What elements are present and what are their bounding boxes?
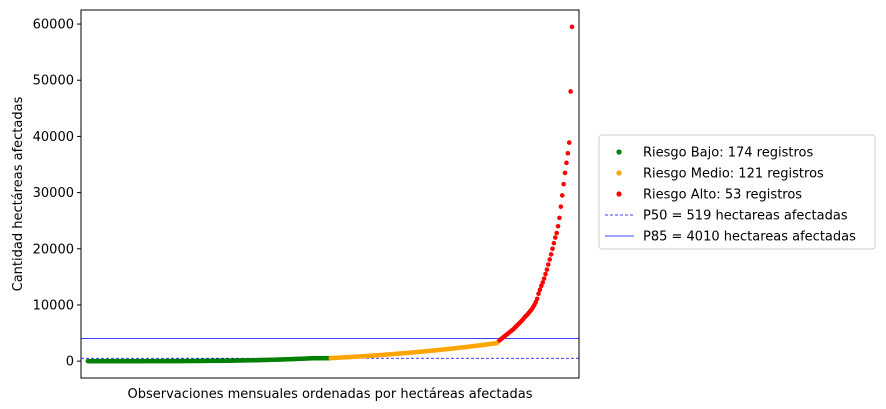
data-point bbox=[568, 89, 573, 94]
legend-label: Riesgo Bajo: 174 registros bbox=[643, 146, 813, 161]
plot-frame bbox=[80, 9, 580, 379]
y-axis-label: Cantidad hectáreas afectadas bbox=[11, 96, 26, 291]
legend-label: P85 = 4010 hectareas afectadas bbox=[643, 230, 856, 245]
y-tick-label: 10000 bbox=[33, 298, 74, 313]
data-point bbox=[551, 240, 557, 246]
legend-label: Riesgo Medio: 121 registros bbox=[643, 167, 824, 182]
y-tick-label: 30000 bbox=[33, 186, 74, 201]
data-point bbox=[569, 24, 575, 30]
data-points bbox=[85, 24, 575, 364]
data-point bbox=[552, 235, 558, 240]
data-point bbox=[546, 262, 551, 267]
legend: Riesgo Bajo: 174 registros Riesgo Medio: … bbox=[598, 134, 876, 250]
legend-label: P50 = 519 hectareas afectadas bbox=[643, 209, 848, 224]
data-point bbox=[548, 252, 554, 257]
legend-marker bbox=[616, 170, 622, 176]
y-tick-label: 20000 bbox=[33, 242, 74, 257]
data-point bbox=[565, 150, 571, 156]
data-point bbox=[544, 267, 550, 272]
data-point bbox=[564, 160, 569, 166]
y-tick-label: 0 bbox=[66, 355, 74, 370]
data-point bbox=[536, 291, 541, 297]
data-point bbox=[558, 204, 564, 209]
data-point bbox=[559, 193, 565, 198]
data-point bbox=[540, 280, 546, 285]
data-point bbox=[541, 276, 547, 281]
data-point bbox=[537, 287, 543, 293]
data-point bbox=[547, 257, 553, 262]
x-axis-label: Observaciones mensuales ordenadas por he… bbox=[128, 387, 533, 402]
legend-marker bbox=[616, 149, 622, 155]
data-point bbox=[557, 215, 562, 221]
y-tick-label: 60000 bbox=[33, 18, 74, 33]
legend-label: Riesgo Alto: 53 registros bbox=[643, 188, 802, 203]
legend-marker bbox=[616, 191, 622, 197]
data-point bbox=[555, 224, 561, 229]
data-point bbox=[554, 230, 559, 236]
y-tick-label: 50000 bbox=[33, 74, 74, 89]
data-point bbox=[534, 296, 540, 302]
reference-lines bbox=[81, 338, 579, 359]
y-axis: 0 10000 20000 30000 40000 50000 60000 bbox=[33, 18, 81, 370]
data-point bbox=[562, 170, 568, 176]
data-point bbox=[550, 246, 555, 252]
data-point bbox=[543, 271, 548, 277]
data-point bbox=[561, 181, 566, 187]
y-tick-label: 40000 bbox=[33, 130, 74, 145]
data-point bbox=[566, 140, 572, 145]
legend-box bbox=[598, 134, 876, 250]
